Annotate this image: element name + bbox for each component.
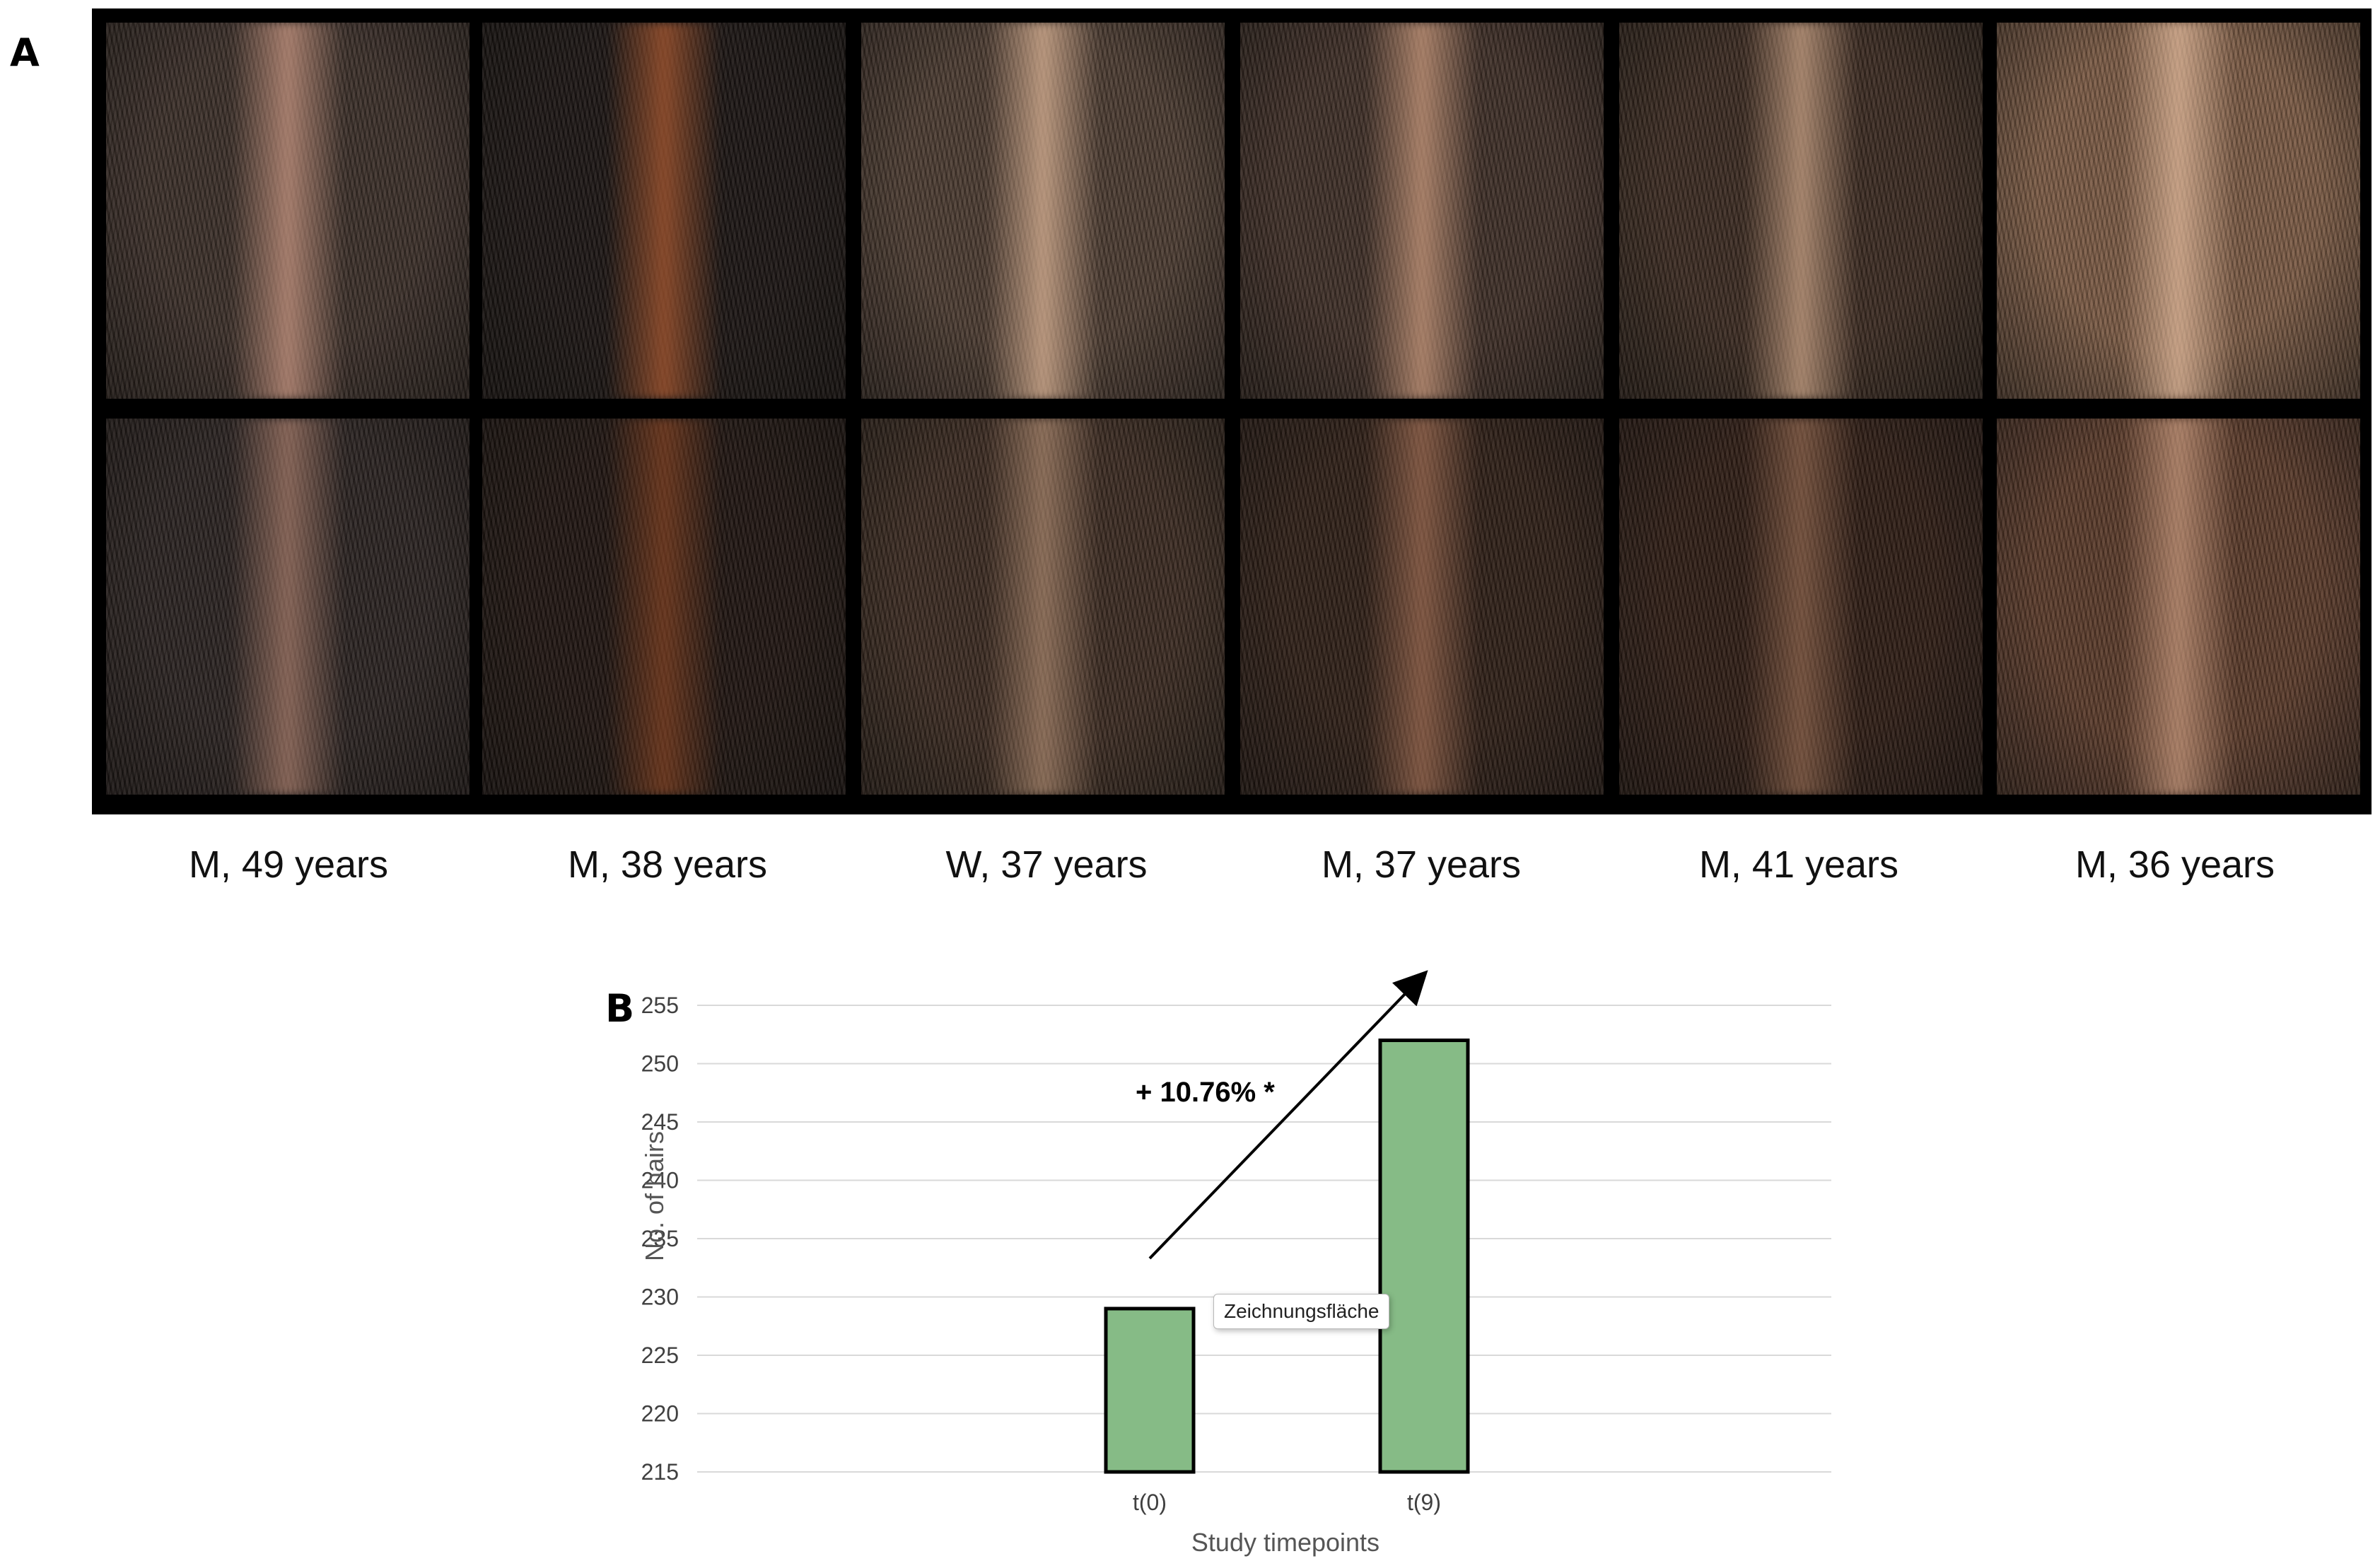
panel-letter-a: A bbox=[10, 30, 40, 75]
y-tick-label: 215 bbox=[641, 1459, 679, 1485]
photo-caption-5: M, 41 years bbox=[1698, 843, 1899, 886]
scalp-photo-after-2 bbox=[482, 419, 846, 795]
plot-area-tooltip: Zeichnungsfläche bbox=[1213, 1294, 1390, 1329]
scalp-photo-before-6 bbox=[1997, 23, 2360, 399]
x-tick-label: t(0) bbox=[1133, 1490, 1167, 1515]
hair-photo-grid bbox=[92, 8, 2372, 814]
photo-caption-4: M, 37 years bbox=[1321, 843, 1522, 886]
scalp-photo-before-5 bbox=[1619, 23, 1983, 399]
photo-caption-3: W, 37 years bbox=[945, 843, 1148, 886]
photo-caption-1: M, 49 years bbox=[188, 843, 389, 886]
y-axis-title: No. of hairs bbox=[640, 1131, 669, 1261]
scalp-photo-before-2 bbox=[482, 23, 846, 399]
scalp-photo-before-1 bbox=[106, 23, 469, 399]
percent-increase-annotation: + 10.76% * bbox=[1136, 1077, 1275, 1108]
scalp-photo-after-5 bbox=[1619, 419, 1983, 795]
bar-t(9) bbox=[1378, 1039, 1470, 1474]
scalp-photo-after-4 bbox=[1240, 419, 1604, 795]
y-tick-label: 225 bbox=[641, 1343, 679, 1368]
bar-t(0) bbox=[1104, 1306, 1196, 1474]
x-axis-title: Study timepoints bbox=[1191, 1528, 1379, 1557]
scalp-photo-before-4 bbox=[1240, 23, 1604, 399]
trend-arrow bbox=[1148, 970, 1428, 1260]
scalp-photo-after-6 bbox=[1997, 419, 2360, 795]
scalp-photo-after-3 bbox=[861, 419, 1225, 795]
scalp-photo-after-1 bbox=[106, 419, 469, 795]
y-tick-label: 250 bbox=[641, 1051, 679, 1077]
photo-caption-6: M, 36 years bbox=[2075, 843, 2275, 886]
x-tick-label: t(9) bbox=[1407, 1490, 1441, 1515]
y-tick-label: 230 bbox=[641, 1285, 679, 1310]
panel-letter-b: B bbox=[605, 986, 635, 1031]
y-tick-label: 255 bbox=[641, 993, 679, 1018]
photo-caption-2: M, 38 years bbox=[567, 843, 768, 886]
y-tick-label: 245 bbox=[641, 1109, 679, 1135]
y-tick-label: 220 bbox=[641, 1401, 679, 1427]
scalp-photo-before-3 bbox=[861, 23, 1225, 399]
y-tick-label: 235 bbox=[641, 1226, 679, 1251]
y-tick-label: 240 bbox=[641, 1168, 679, 1193]
